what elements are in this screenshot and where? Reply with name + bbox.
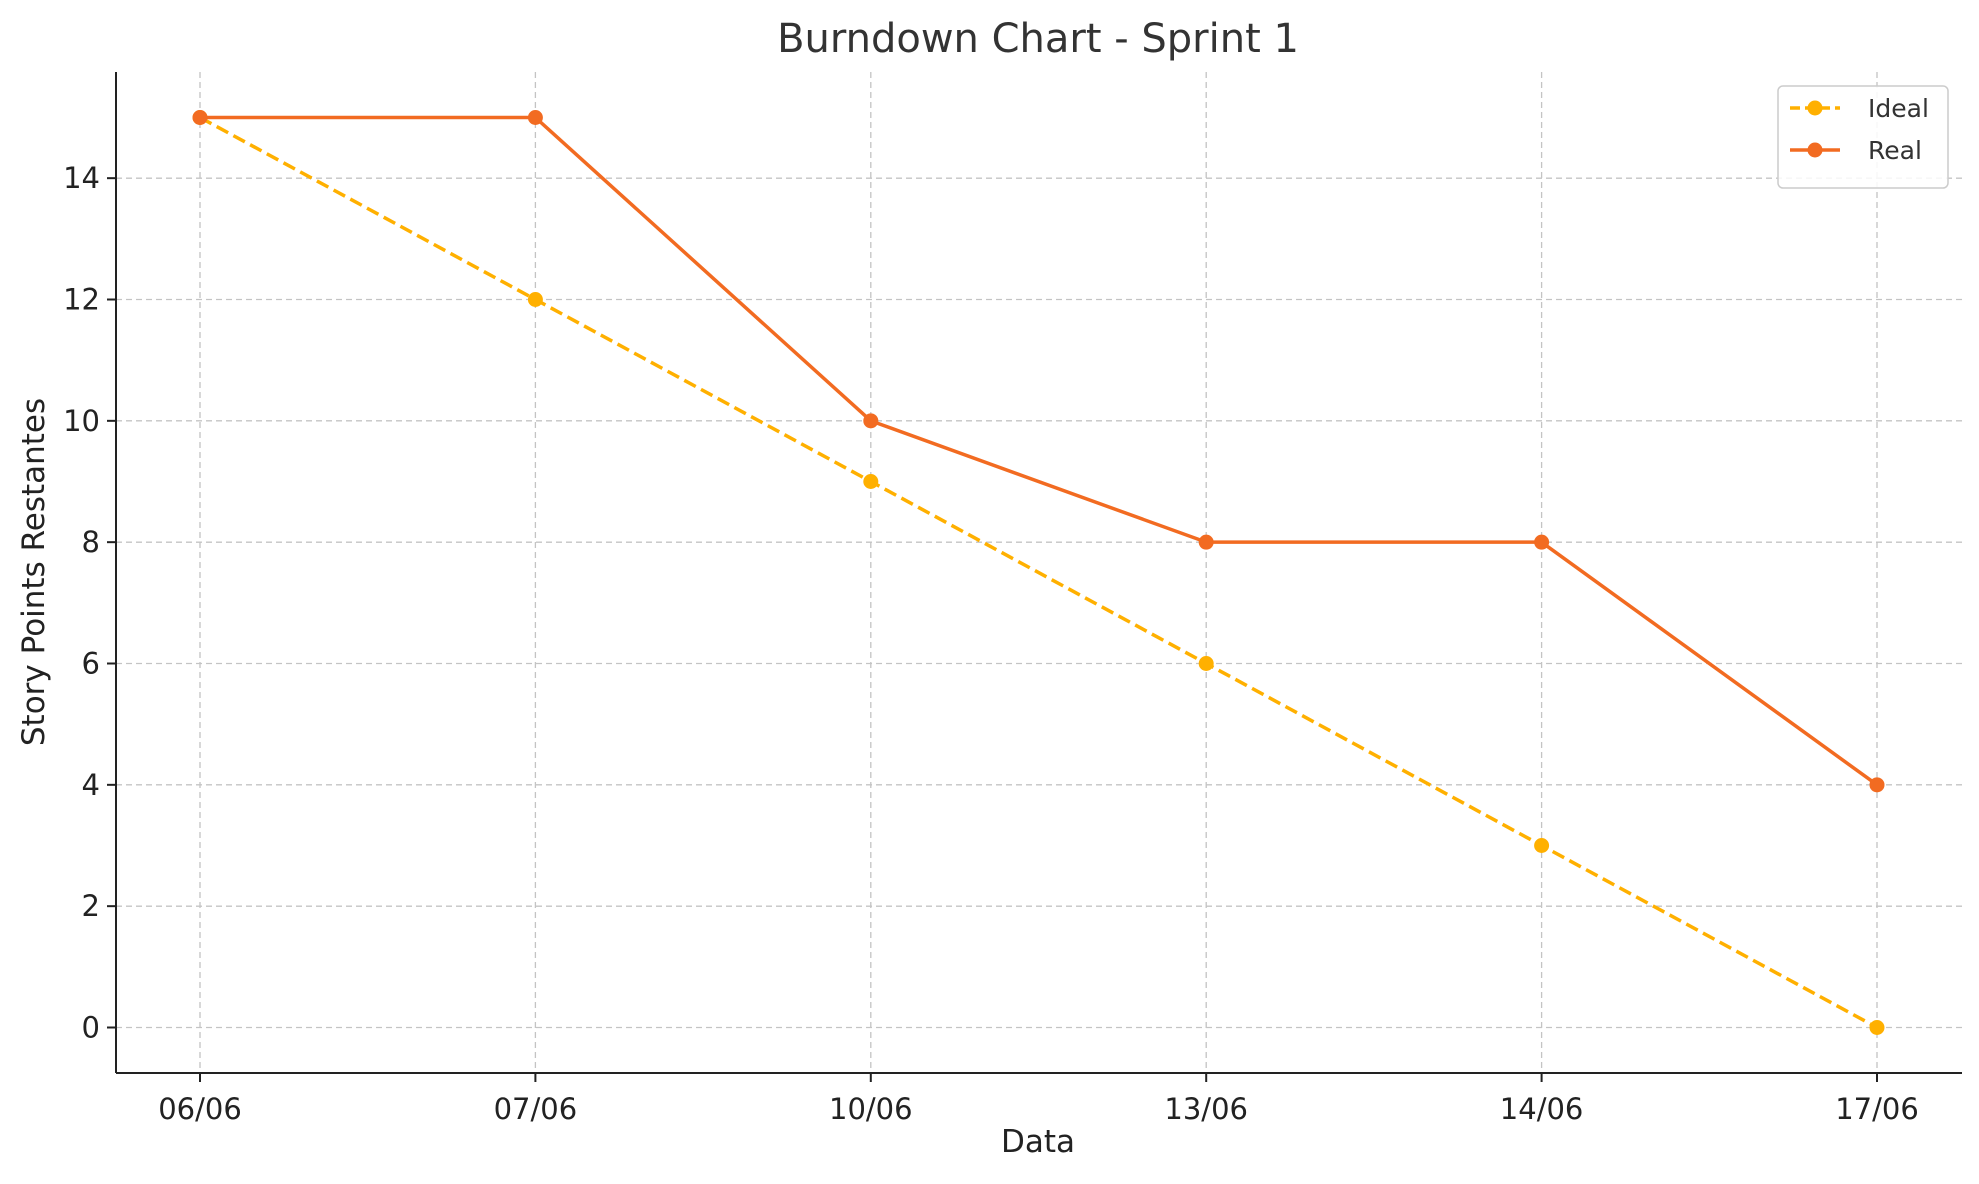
x-axis-label: Data bbox=[1001, 1124, 1075, 1160]
data-point-real bbox=[1198, 534, 1214, 550]
x-tick-label: 13/06 bbox=[1164, 1092, 1248, 1126]
y-tick-label: 14 bbox=[63, 161, 100, 195]
data-point-ideal bbox=[1869, 1020, 1885, 1035]
legend-marker-real bbox=[1807, 142, 1823, 158]
horizontal-gridlines bbox=[116, 177, 1962, 1029]
series-layer bbox=[192, 110, 1885, 1035]
series-line-ideal bbox=[199, 115, 1878, 1030]
chart-title: Burndown Chart - Sprint 1 bbox=[777, 16, 1299, 62]
data-point-ideal bbox=[527, 292, 543, 307]
data-point-ideal bbox=[1198, 656, 1214, 671]
x-tick-label: 06/06 bbox=[158, 1092, 242, 1126]
legend-label-ideal: Ideal bbox=[1868, 94, 1929, 123]
data-point-real bbox=[527, 110, 543, 125]
x-tick-label: 07/06 bbox=[494, 1092, 578, 1126]
data-point-ideal bbox=[863, 474, 879, 489]
y-tick-label: 4 bbox=[82, 768, 100, 802]
legend-label-real: Real bbox=[1868, 136, 1922, 165]
x-tick-group: 06/06 07/06 10/06 13/06 14/06 17/06 bbox=[158, 1073, 1919, 1126]
data-point-real bbox=[1869, 777, 1885, 793]
data-point-real bbox=[863, 413, 879, 429]
x-tick-label: 17/06 bbox=[1835, 1092, 1919, 1126]
y-tick-label: 2 bbox=[82, 889, 100, 923]
y-axis-label: Story Points Restantes bbox=[16, 398, 52, 746]
y-tick-label: 0 bbox=[82, 1011, 100, 1045]
x-tick-label: 14/06 bbox=[1500, 1092, 1584, 1126]
y-tick-label: 10 bbox=[63, 404, 100, 438]
x-tick-label: 10/06 bbox=[829, 1092, 913, 1126]
data-point-ideal bbox=[1534, 838, 1550, 853]
y-tick-label: 12 bbox=[63, 283, 100, 317]
data-point-real bbox=[1534, 534, 1550, 550]
legend-marker-ideal bbox=[1807, 100, 1823, 116]
data-point-real bbox=[192, 110, 208, 125]
y-tick-label: 6 bbox=[82, 647, 100, 681]
legend: Ideal Real bbox=[1777, 85, 1949, 189]
y-tick-label: 8 bbox=[82, 525, 100, 559]
y-tick-group: 0 2 4 6 8 10 12 14 bbox=[63, 161, 116, 1045]
series-line-real bbox=[200, 115, 1879, 787]
